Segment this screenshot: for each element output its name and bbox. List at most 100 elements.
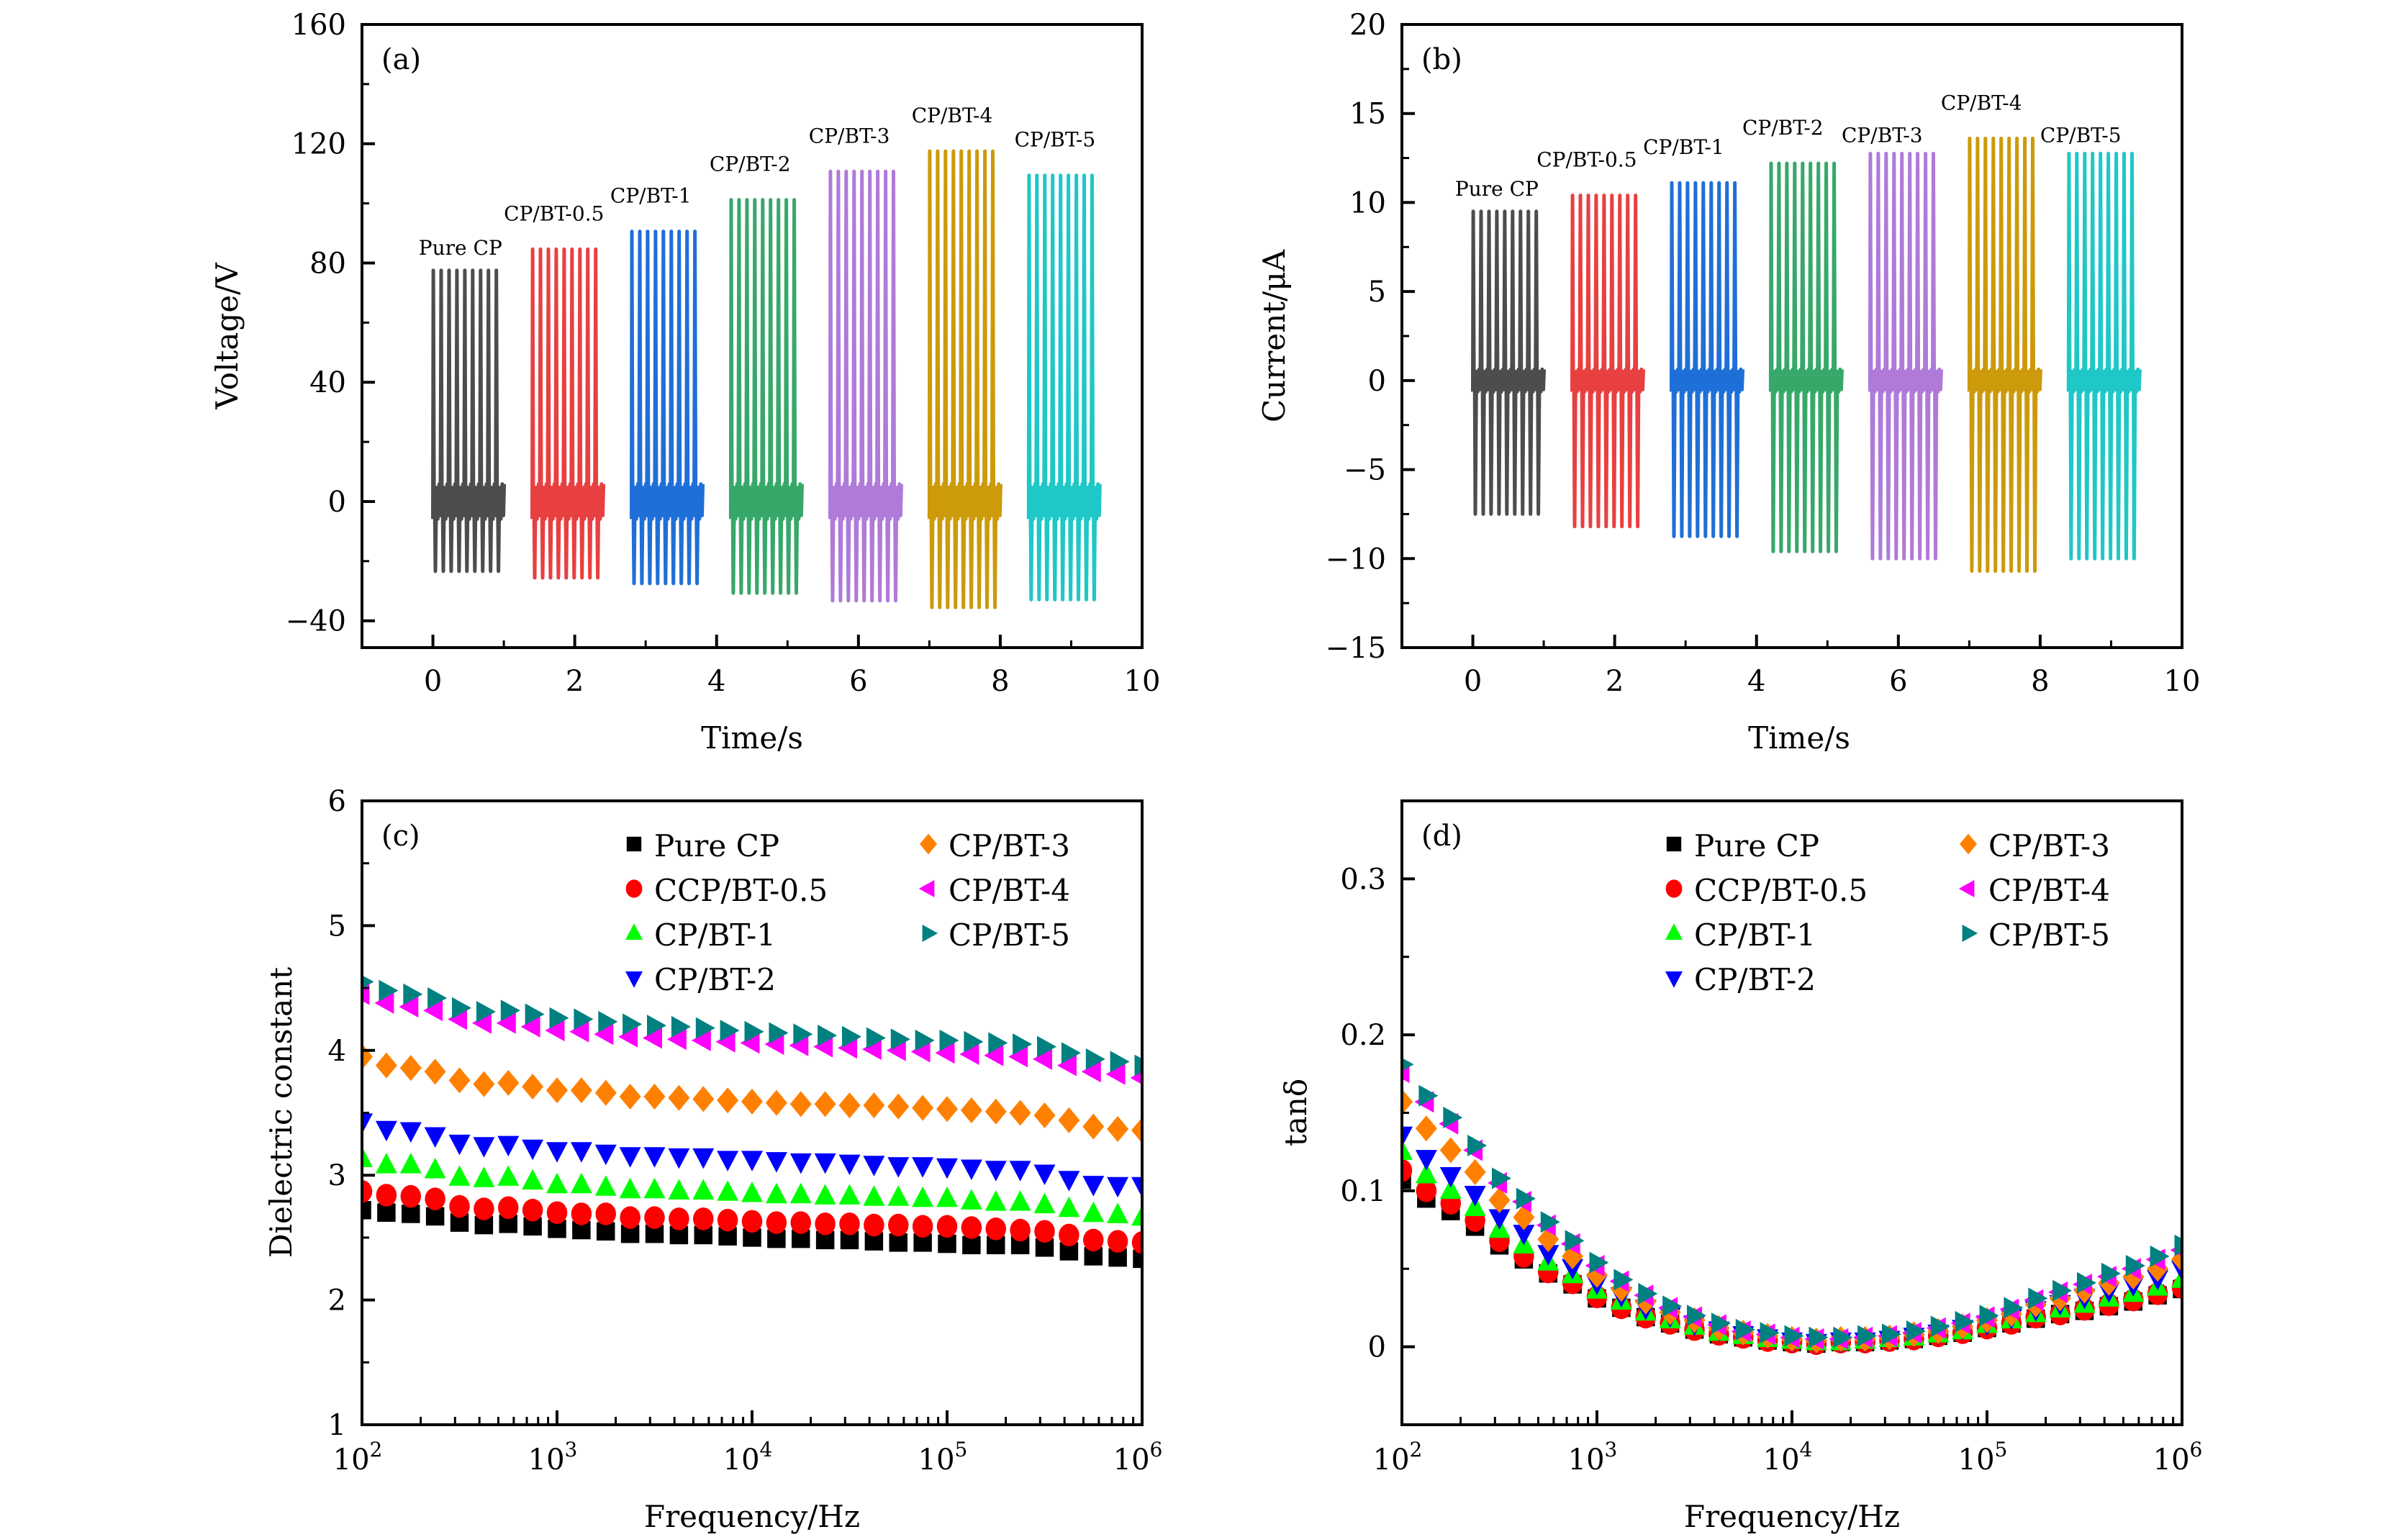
data-point (864, 1213, 884, 1237)
data-point (936, 1096, 958, 1123)
data-point (619, 1147, 641, 1168)
y-tick-label: 120 (291, 128, 346, 161)
data-point (1418, 1084, 1439, 1107)
legend-label: Pure CP (1694, 828, 1819, 863)
data-point (549, 1007, 569, 1029)
waveform-cp-bt-3 (1868, 151, 1943, 561)
data-point (766, 1211, 787, 1234)
data-point (448, 1008, 467, 1030)
data-point (571, 1202, 592, 1225)
data-point (619, 1177, 641, 1199)
data-point (769, 1022, 789, 1044)
waveform-pure-cp (1471, 209, 1547, 516)
data-point (471, 1012, 492, 1034)
waveform-pure-cp (431, 268, 507, 573)
data-point (1105, 1063, 1126, 1085)
data-point (959, 1043, 979, 1065)
waveform-cp-bt-5 (2066, 151, 2142, 561)
data-point (2125, 1254, 2145, 1277)
data-point (1516, 1187, 1536, 1210)
data-point (522, 1074, 544, 1100)
legend-item: CCP/BT-0.5 (1665, 873, 1868, 908)
x-tick-label: 0 (1464, 665, 1482, 698)
legend-marker (626, 836, 642, 852)
data-point (399, 1153, 422, 1174)
waveform-label: CP/BT-4 (1941, 91, 2022, 114)
data-point (570, 1172, 592, 1194)
data-point (496, 1012, 516, 1034)
waveform-cp-bt-0-5 (530, 247, 606, 580)
x-tick-label: 103 (1568, 1438, 1618, 1477)
data-point (647, 1015, 666, 1037)
data-point (500, 999, 520, 1022)
y-tick-label: 160 (291, 9, 346, 42)
panel-a-xlabel: Time/s (701, 720, 803, 756)
data-point (1131, 1205, 1142, 1226)
y-tick-label: 5 (328, 910, 346, 943)
legend-marker (625, 923, 643, 940)
legend-item: CP/BT-1 (625, 917, 776, 953)
waveform-cp-bt-5 (1026, 173, 1102, 602)
data-point (887, 1157, 910, 1178)
legend-item: Pure CP (626, 828, 779, 863)
x-tick-label: 106 (1113, 1438, 1163, 1477)
series-ccp-bt-0-5 (362, 1179, 1142, 1254)
y-tick-label: −15 (1326, 632, 1386, 665)
data-point (741, 1088, 763, 1115)
legend-item: CP/BT-5 (1962, 917, 2110, 953)
data-point (1058, 1171, 1080, 1192)
data-point (863, 1156, 885, 1176)
data-point (1009, 1161, 1031, 1182)
data-point (1906, 1320, 1926, 1342)
data-point (643, 1084, 666, 1110)
data-point (838, 1154, 861, 1176)
data-point (740, 1032, 760, 1054)
data-point (960, 1159, 982, 1180)
legend-item: Pure CP (1666, 828, 1819, 863)
data-point (985, 1161, 1007, 1182)
data-point (1107, 1116, 1129, 1142)
legend-label: CP/BT-1 (654, 917, 776, 953)
data-point (375, 1052, 397, 1079)
y-tick-label: 40 (309, 366, 346, 399)
data-point (744, 1020, 764, 1043)
data-point (473, 1071, 495, 1097)
data-point (362, 1179, 373, 1203)
data-point (448, 1067, 471, 1094)
waveform-cp-bt-2 (728, 198, 804, 595)
data-point (362, 1201, 371, 1220)
data-point (525, 1003, 545, 1025)
data-point (790, 1211, 811, 1234)
data-point (1082, 1113, 1105, 1140)
data-point (497, 1165, 520, 1186)
data-point (765, 1152, 787, 1173)
data-point (814, 1153, 836, 1174)
data-point (623, 1013, 643, 1035)
data-point (476, 1001, 496, 1023)
data-point (863, 1092, 885, 1119)
data-point (988, 1032, 1008, 1054)
data-point (546, 1201, 568, 1224)
waveform-label: CP/BT-4 (912, 104, 993, 127)
data-point (888, 1213, 909, 1237)
legend-item: CP/BT-2 (1665, 962, 1816, 997)
x-tick-label: 102 (1373, 1438, 1423, 1477)
waveform-cp-bt-2 (1768, 161, 1844, 553)
data-point (1033, 1164, 1056, 1185)
data-point (425, 1207, 445, 1226)
data-point (1540, 1211, 1560, 1233)
data-point (1488, 1209, 1511, 1230)
legend-marker (922, 925, 938, 942)
x-tick-label: 106 (2153, 1438, 2203, 1477)
data-point (448, 1134, 471, 1156)
data-point (1638, 1282, 1658, 1305)
legend-label: CCP/BT-0.5 (1694, 873, 1868, 908)
data-point (473, 1137, 495, 1158)
data-point (570, 1077, 592, 1104)
panel-a-ylabel: Voltage/V (209, 263, 245, 410)
data-point (597, 1222, 615, 1241)
data-point (889, 1233, 907, 1252)
data-point (375, 1120, 397, 1142)
